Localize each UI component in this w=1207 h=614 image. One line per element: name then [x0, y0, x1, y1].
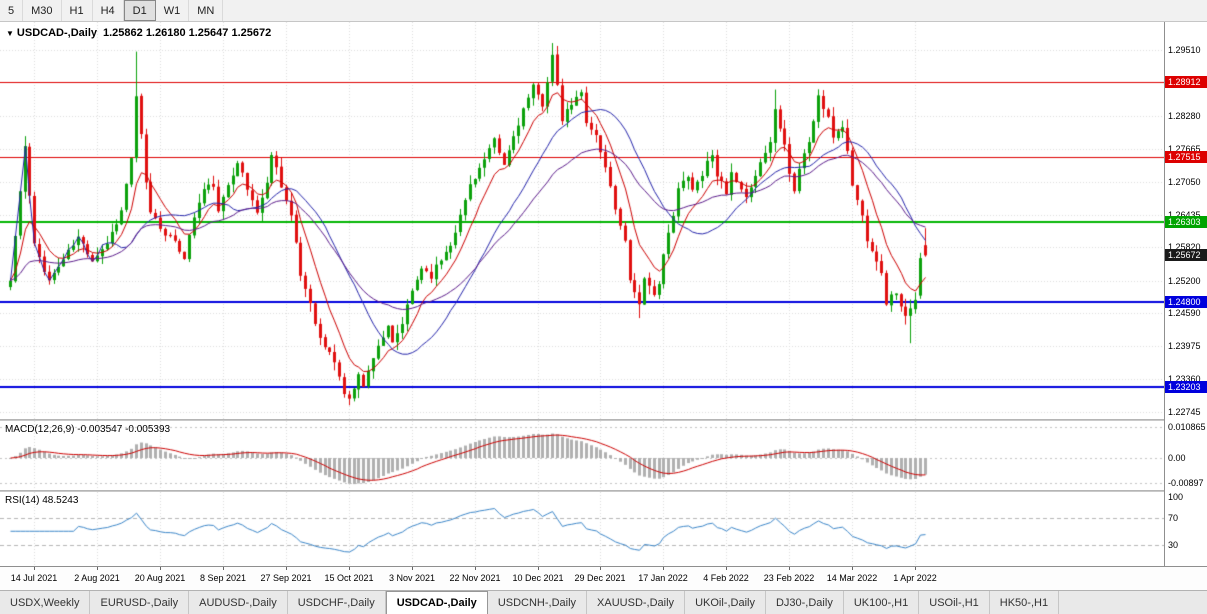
chart-tabs: USDX,Weekly EURUSD-,Daily AUDUSD-,Daily USD… — [0, 590, 1207, 614]
time-axis-tick — [726, 567, 727, 570]
timeframe-button-w1[interactable]: W1 — [156, 0, 190, 21]
collapse-arrow-icon[interactable]: ▼ — [6, 29, 14, 38]
price-axis-label: 1.27050 — [1168, 176, 1201, 187]
tab-usoil-h1[interactable]: USOil-,H1 — [919, 591, 990, 614]
date-label-15-oct-2021: 15 Oct 2021 — [324, 573, 374, 583]
time-axis-tick — [600, 567, 601, 570]
tab-dj30-daily[interactable]: DJ30-,Daily — [766, 591, 844, 614]
price-badge-1-24800: 1.24800 — [1165, 296, 1207, 309]
date-label-14-mar-2022: 14 Mar 2022 — [826, 573, 878, 583]
time-axis-tick — [475, 567, 476, 570]
chart-symbol-title: USDCAD-,Daily — [16, 27, 97, 39]
tab-ukoil-daily[interactable]: UKOil-,Daily — [685, 591, 766, 614]
price-badge-1-27515: 1.27515 — [1165, 150, 1207, 163]
tab-usdchf-daily[interactable]: USDCHF-,Daily — [288, 591, 386, 614]
tab-usdx-weekly[interactable]: USDX,Weekly — [0, 591, 91, 614]
tab-audusd-daily[interactable]: AUDUSD-,Daily — [189, 591, 288, 614]
date-label-2-aug-2021: 2 Aug 2021 — [74, 573, 120, 583]
time-axis-tick — [34, 567, 35, 570]
panel-divider-macd[interactable] — [0, 419, 1207, 421]
time-axis-tick — [538, 567, 539, 570]
time-axis-tick — [349, 567, 350, 570]
date-label-3-nov-2021: 3 Nov 2021 — [388, 573, 436, 583]
date-label-23-feb-2022: 23 Feb 2022 — [763, 573, 815, 583]
time-axis-tick — [412, 567, 413, 570]
date-label-27-sep-2021: 27 Sep 2021 — [260, 573, 312, 583]
time-axis[interactable]: 14 Jul 2021 2 Aug 2021 20 Aug 2021 8 Sep 20… — [0, 566, 1207, 590]
tab-hk50-h1[interactable]: HK50-,H1 — [990, 591, 1060, 614]
date-label-29-dec-2021: 29 Dec 2021 — [574, 573, 626, 583]
date-label-4-feb-2022: 4 Feb 2022 — [703, 573, 749, 583]
date-label-20-aug-2021: 20 Aug 2021 — [134, 573, 186, 583]
price-axis-label: 1.25200 — [1168, 275, 1201, 286]
time-axis-tick — [286, 567, 287, 570]
timeframe-button-h1[interactable]: H1 — [62, 0, 93, 21]
tab-uk100-h1[interactable]: UK100-,H1 — [844, 591, 920, 614]
tab-xauusd-daily[interactable]: XAUUSD-,Daily — [587, 591, 686, 614]
price-badge-1-23203: 1.23203 — [1165, 381, 1207, 394]
time-axis-tick — [789, 567, 790, 570]
time-axis-tick — [160, 567, 161, 570]
price-badge-1-25672: 1.25672 — [1165, 249, 1207, 262]
price-axis-label: 1.27665 — [1168, 143, 1201, 154]
timeframe-button-d1[interactable]: D1 — [123, 0, 156, 21]
time-axis-tick — [97, 567, 98, 570]
macd-axis-label: -0.00897 — [1168, 478, 1204, 489]
macd-axis-label: 0.010865 — [1168, 422, 1206, 433]
timeframe-toolbar: 5 M30 H1 H4 D1 W1 MN — [0, 0, 1207, 22]
rsi-axis-label: 30 — [1168, 539, 1179, 550]
price-axis-label: 1.25820 — [1168, 242, 1201, 253]
rsi-axis-label: 70 — [1168, 512, 1179, 523]
price-axis-label: 1.29510 — [1168, 45, 1201, 55]
time-axis-tick — [223, 567, 224, 570]
chart-title-bar: ▼ USDCAD-,Daily 1.25862 1.26180 1.25647 1.… — [6, 27, 271, 39]
price-badge-1-28912: 1.28912 — [1165, 75, 1207, 88]
rsi-canvas[interactable] — [0, 492, 1164, 566]
tab-eurusd-daily[interactable]: EURUSD-,Daily — [90, 591, 190, 614]
price-axis-label: 1.28280 — [1168, 110, 1201, 121]
rsi-axis-label: 100 — [1168, 492, 1184, 502]
date-label-1-apr-2022: 1 Apr 2022 — [893, 573, 937, 583]
main-chart-canvas[interactable] — [0, 22, 1164, 419]
time-axis-tick — [915, 567, 916, 570]
timeframe-button-h4[interactable]: H4 — [93, 0, 124, 21]
rsi-indicator-label: RSI(14) 48.5243 — [5, 495, 79, 506]
macd-canvas[interactable] — [0, 421, 1164, 490]
panel-divider-rsi[interactable] — [0, 490, 1207, 492]
tab-usdcad-daily[interactable]: USDCAD-,Daily — [385, 591, 488, 614]
price-axis-label: 1.22745 — [1168, 406, 1201, 417]
date-label-8-sep-2021: 8 Sep 2021 — [199, 573, 247, 583]
price-axis-label: 1.26435 — [1168, 209, 1201, 220]
date-label-14-jul-2021: 14 Jul 2021 — [10, 573, 58, 583]
date-label-10-dec-2021: 10 Dec 2021 — [512, 573, 564, 583]
tab-usdcnh-daily[interactable]: USDCNH-,Daily — [488, 591, 588, 614]
price-axis-label: 1.23975 — [1168, 341, 1201, 352]
timeframe-button-m30[interactable]: M30 — [23, 0, 62, 21]
timeframe-button-5[interactable]: 5 — [0, 0, 24, 21]
chart-ohlc-values: 1.25862 1.26180 1.25647 1.25672 — [103, 27, 272, 39]
timeframe-button-mn[interactable]: MN — [189, 0, 224, 21]
price-badge-1-26303: 1.26303 — [1165, 215, 1207, 228]
macd-axis-label: 0.00 — [1168, 453, 1186, 463]
price-axis[interactable]: 1.29510 1.28280 1.27665 1.27050 1.26435 1.258… — [1164, 22, 1207, 566]
price-axis-label: 1.24590 — [1168, 308, 1201, 319]
macd-indicator-label: MACD(12,26,9) -0.003547 -0.005393 — [5, 424, 171, 435]
time-axis-tick — [852, 567, 853, 570]
date-label-17-jan-2022: 17 Jan 2022 — [638, 573, 688, 583]
price-axis-label: 1.23360 — [1168, 374, 1201, 385]
time-axis-tick — [663, 567, 664, 570]
date-label-22-nov-2021: 22 Nov 2021 — [449, 573, 501, 583]
